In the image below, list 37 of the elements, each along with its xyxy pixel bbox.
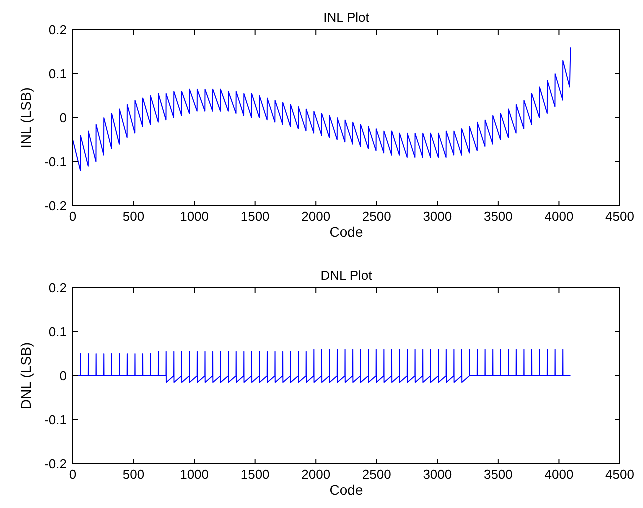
x-tick-label: 3000 (423, 467, 452, 482)
x-tick-label: 0 (69, 209, 77, 224)
x-tick-label: 3000 (423, 209, 452, 224)
y-tick-label: 0.1 (48, 324, 67, 340)
x-tick-label: 500 (122, 467, 145, 482)
x-tick-label: 2000 (302, 209, 331, 224)
y-axis-title: INL (LSB) (18, 88, 34, 148)
y-tick-label: 0.2 (48, 280, 67, 296)
y-tick-label: 0 (60, 368, 67, 384)
chart-title: INL Plot (324, 10, 370, 25)
y-tick-label: -0.2 (44, 198, 67, 214)
x-tick-label: 1500 (240, 467, 270, 482)
y-tick-label: 0.1 (48, 66, 67, 82)
x-tick-label: 4000 (544, 467, 574, 482)
y-tick-label: -0.1 (44, 412, 67, 428)
x-tick-label: 2500 (362, 467, 392, 482)
x-tick-label: 4000 (544, 209, 574, 224)
y-axis-title: DNL (LSB) (18, 342, 34, 410)
x-tick-label: 4500 (606, 467, 634, 482)
y-tick-label: 0.2 (48, 22, 67, 38)
x-tick-label: 3500 (484, 467, 513, 482)
line-series (72, 47, 572, 172)
x-tick-label: 1500 (240, 209, 270, 224)
x-tick-label: 500 (122, 209, 145, 224)
x-axis-title: Code (330, 482, 364, 498)
x-tick-label: 2000 (302, 467, 331, 482)
x-tick-label: 1000 (180, 467, 210, 482)
x-tick-label: 2500 (362, 209, 392, 224)
chart-title: DNL Plot (320, 268, 373, 283)
x-tick-label: 1000 (180, 209, 210, 224)
y-tick-label: -0.1 (44, 154, 67, 170)
x-tick-label: 3500 (484, 209, 513, 224)
y-tick-label: -0.2 (44, 456, 67, 472)
y-tick-label: 0 (60, 110, 67, 126)
x-tick-label: 0 (69, 467, 77, 482)
x-axis-title: Code (330, 224, 364, 240)
x-tick-label: 4500 (606, 209, 634, 224)
